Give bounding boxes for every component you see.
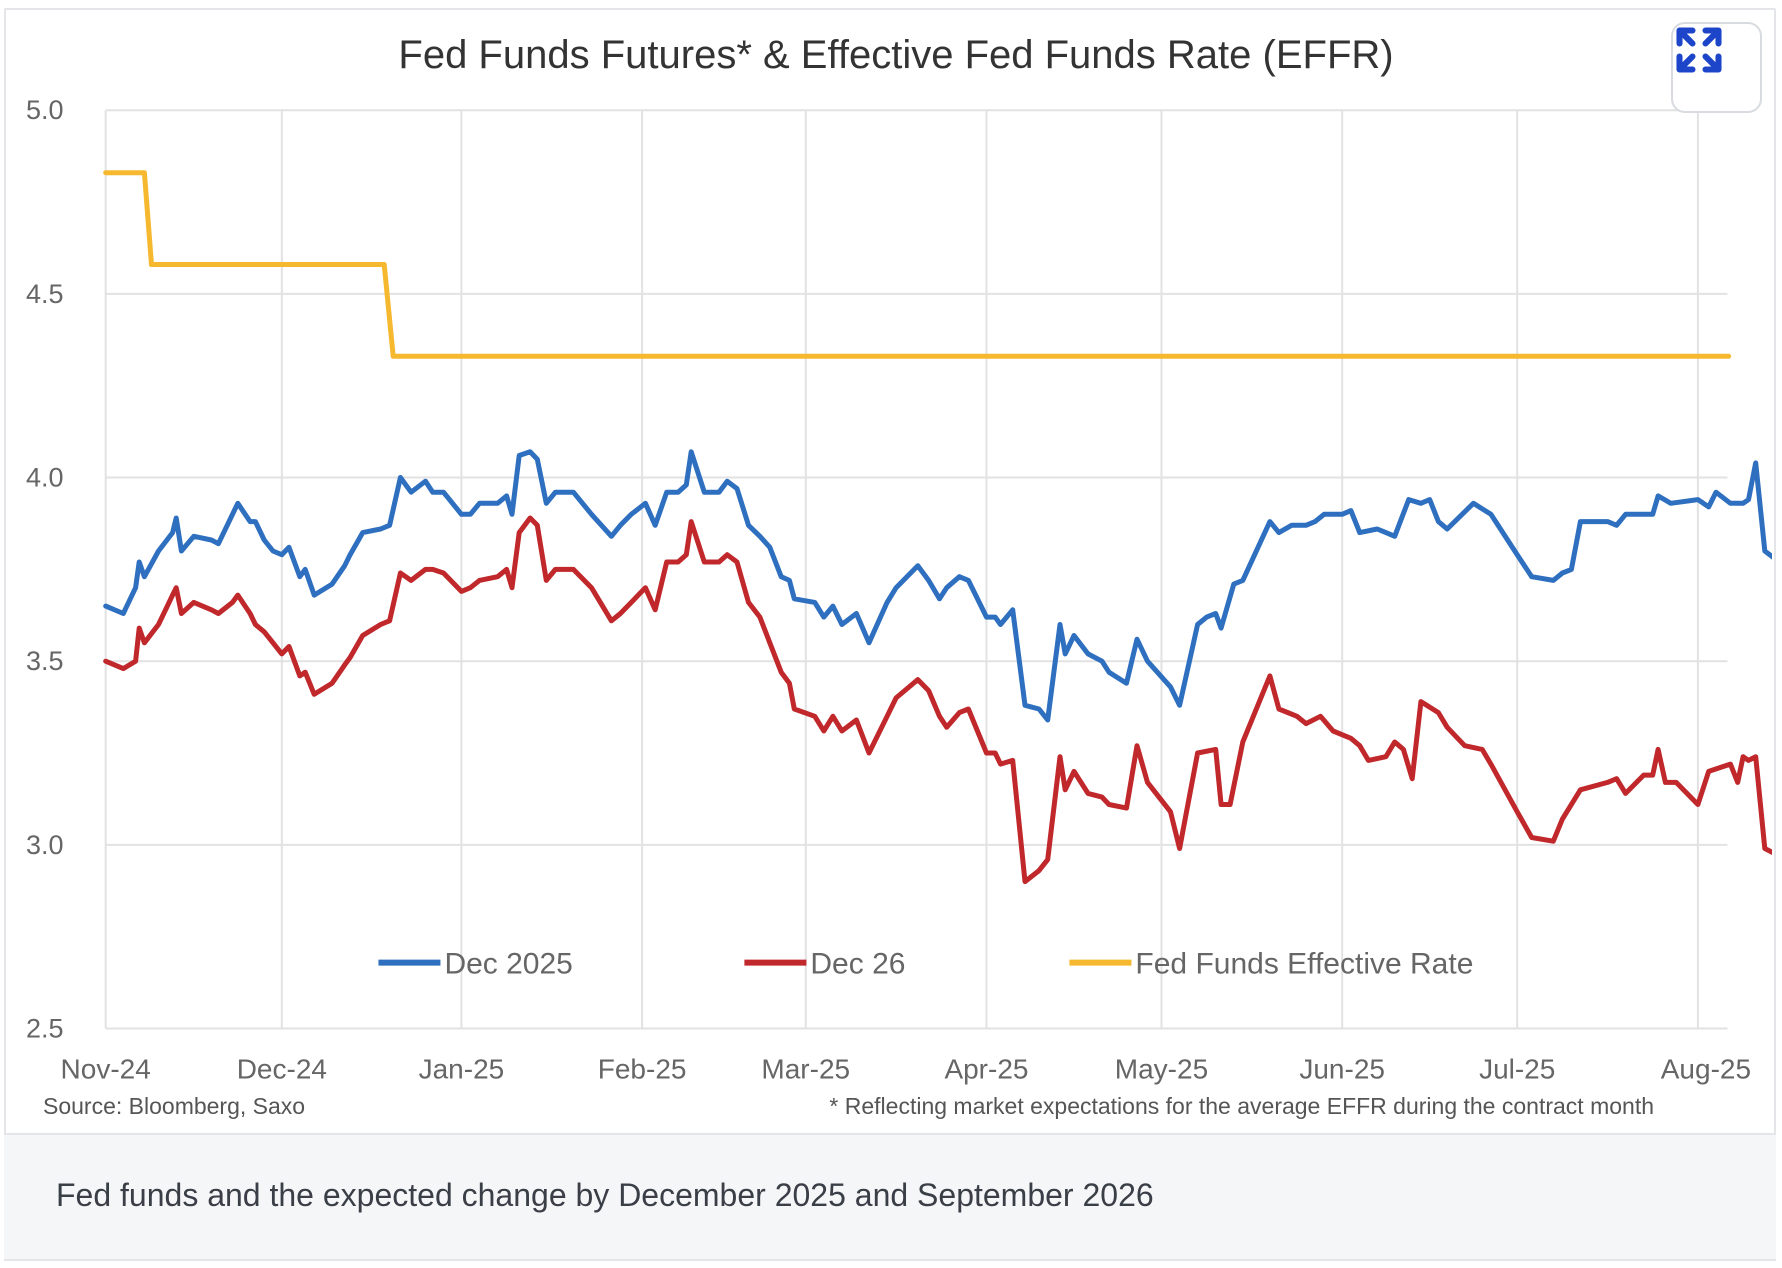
legend-label: Dec 2025 [444,948,572,981]
x-tick-label: May-25 [1115,1054,1208,1085]
x-tick-label: Jun-25 [1299,1054,1385,1085]
y-tick-label: 4.5 [26,279,64,309]
footnote: * Reflecting market expectations for the… [829,1093,1654,1119]
y-tick-label: 5.0 [26,95,64,125]
line-chart: 5.0 4.5 4.0 3.5 3.0 2.5 Nov-24 Dec-24 Jan-25 Feb-… [26,33,1772,1119]
x-tick-label: Aug-25 [1661,1054,1751,1085]
x-tick-label: Jul-25 [1479,1054,1555,1085]
expand-arrows-icon [1676,27,1722,73]
chart-title: Fed Funds Futures* & Effective Fed Funds… [398,33,1393,77]
series-line-dec-26 [103,515,1772,885]
y-tick-label: 3.0 [26,830,64,860]
expand-button[interactable] [1671,22,1762,113]
legend: Dec 2025 Dec 26 Fed Funds Effective Rate [378,948,1473,981]
x-tick-label: Dec-24 [237,1054,327,1085]
x-tick-label: Apr-25 [944,1054,1028,1085]
chart-card: 5.0 4.5 4.0 3.5 3.0 2.5 Nov-24 Dec-24 Jan-25 Feb-… [6,10,1772,1133]
source-note: Source: Bloomberg, Saxo [43,1093,305,1119]
x-tick-label: Jan-25 [419,1054,505,1085]
series-line-fed-funds-effective-rate [103,170,1732,359]
y-tick-label: 3.5 [26,646,64,676]
x-tick-label: Mar-25 [761,1054,850,1085]
legend-label: Dec 26 [810,948,905,981]
y-tick-label: 4.0 [26,463,64,493]
series-line-dec-2025 [103,449,1772,723]
y-tick-label: 2.5 [26,1014,64,1044]
caption-text: Fed funds and the expected change by Dec… [56,1177,1154,1213]
figure-caption: Fed funds and the expected change by Dec… [4,1133,1776,1261]
x-tick-label: Feb-25 [598,1054,687,1085]
x-tick-label: Nov-24 [61,1054,151,1085]
legend-label: Fed Funds Effective Rate [1135,948,1473,981]
